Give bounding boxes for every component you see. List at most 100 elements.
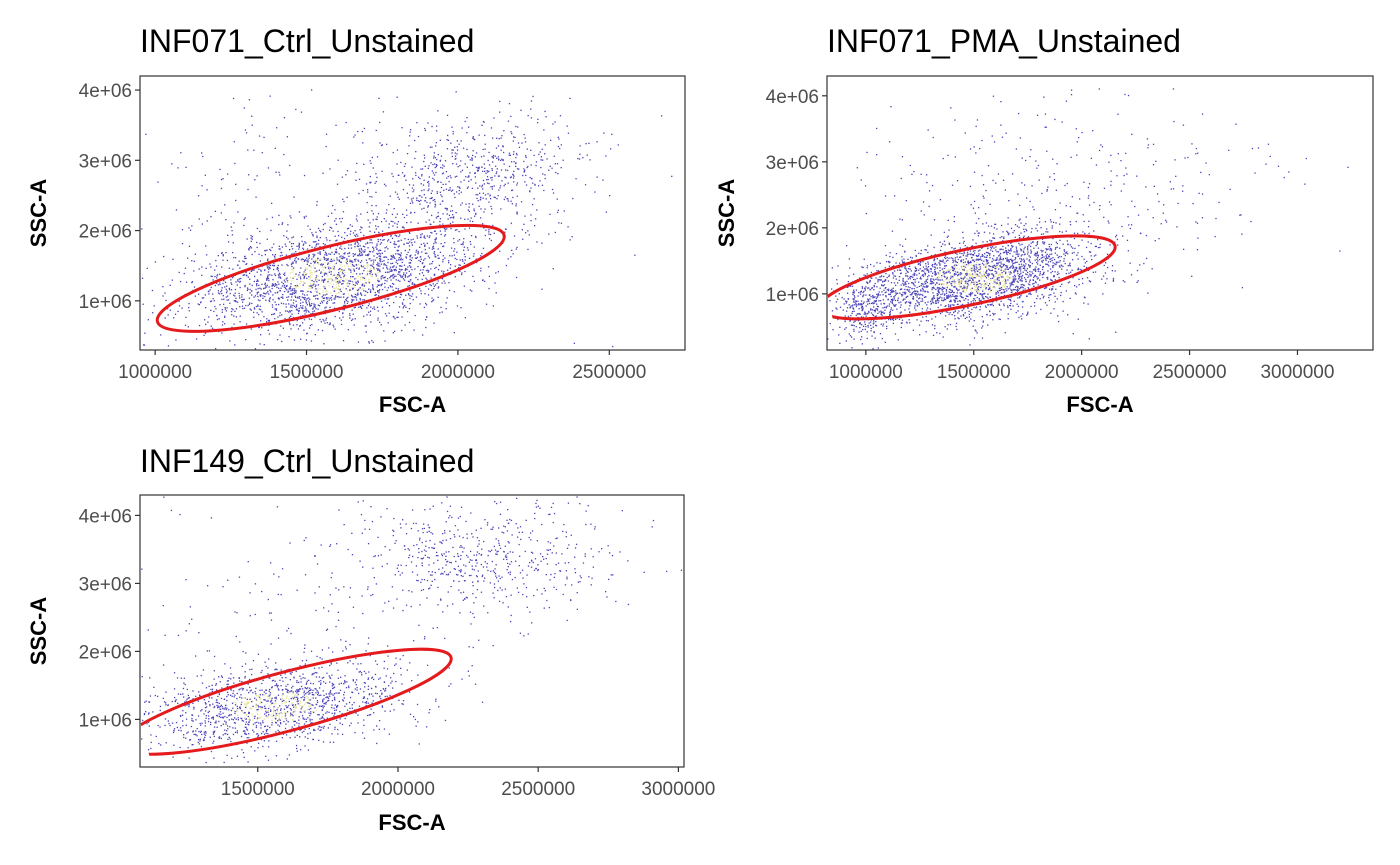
data-point (490, 198, 492, 200)
data-point (346, 170, 349, 172)
data-point (891, 302, 894, 305)
data-point (377, 250, 380, 252)
data-point (1012, 276, 1014, 278)
data-point (956, 298, 958, 300)
data-point (279, 174, 281, 176)
data-point (266, 318, 268, 320)
data-point (380, 221, 383, 223)
data-point (898, 279, 900, 281)
data-point (522, 238, 524, 240)
data-point (239, 286, 241, 289)
data-point (285, 306, 287, 308)
data-point (377, 279, 379, 282)
data-point (976, 262, 978, 264)
data-point (337, 159, 339, 161)
data-point (873, 306, 875, 308)
data-point (408, 275, 410, 277)
data-point (911, 292, 914, 294)
data-point (902, 294, 904, 296)
data-point (881, 275, 883, 277)
data-point (557, 145, 560, 148)
data-point (1017, 278, 1020, 280)
data-point (356, 162, 358, 165)
data-point (893, 291, 895, 293)
data-point (350, 294, 353, 296)
data-point (1097, 239, 1099, 241)
data-point (314, 260, 316, 263)
data-point (912, 278, 915, 281)
data-point (1029, 279, 1031, 281)
data-point (298, 243, 300, 245)
data-point (402, 307, 404, 309)
data-point (462, 147, 465, 149)
data-point (356, 245, 358, 247)
data-point (282, 303, 285, 305)
data-point (1005, 280, 1007, 282)
data-point (1035, 227, 1037, 230)
data-point (497, 271, 499, 273)
data-point (312, 253, 314, 255)
data-point (285, 254, 287, 256)
data-point (371, 265, 374, 267)
data-point (952, 261, 954, 264)
data-point (306, 267, 308, 269)
data-point (913, 287, 915, 290)
data-point (1009, 252, 1011, 255)
data-point (202, 297, 205, 299)
data-point (366, 291, 369, 294)
data-point (295, 304, 298, 306)
data-point (424, 293, 426, 295)
data-point (1042, 266, 1044, 268)
data-point (925, 331, 927, 333)
data-point (853, 321, 855, 323)
data-point (421, 208, 423, 210)
data-point (1011, 244, 1013, 247)
data-point (980, 284, 982, 286)
data-point (399, 265, 401, 267)
data-point (989, 291, 991, 293)
data-point (444, 257, 446, 259)
data-point (984, 285, 986, 287)
data-point (460, 160, 462, 162)
data-point (315, 298, 317, 300)
data-point (187, 257, 189, 259)
data-point (162, 295, 164, 297)
data-point (214, 305, 216, 308)
data-point (372, 263, 374, 265)
data-point (975, 294, 977, 297)
data-point (391, 262, 394, 264)
data-point (336, 296, 338, 298)
data-point (1045, 231, 1047, 233)
data-point (276, 286, 278, 288)
data-point (993, 314, 995, 316)
data-point (470, 243, 472, 245)
data-point (305, 299, 307, 301)
data-point (259, 295, 262, 297)
data-point (917, 291, 919, 293)
data-point (390, 279, 392, 281)
data-point (435, 238, 437, 240)
data-point (319, 229, 321, 232)
data-point (379, 142, 381, 144)
data-point (338, 279, 340, 281)
data-point (933, 279, 935, 281)
data-point (459, 187, 461, 189)
data-point (403, 299, 405, 301)
data-point (246, 289, 249, 292)
data-point (1026, 230, 1028, 232)
data-point (1140, 232, 1142, 235)
data-point (925, 280, 927, 282)
data-point (366, 201, 368, 204)
data-point (477, 169, 479, 172)
data-point (307, 261, 309, 263)
data-point (317, 252, 319, 254)
data-point (279, 248, 281, 250)
data-point (562, 159, 564, 161)
data-point (943, 267, 945, 270)
data-point (306, 332, 308, 334)
data-point (415, 174, 417, 177)
data-point (1022, 289, 1024, 291)
data-point (270, 291, 272, 293)
data-point (966, 316, 968, 319)
data-point (357, 263, 360, 266)
